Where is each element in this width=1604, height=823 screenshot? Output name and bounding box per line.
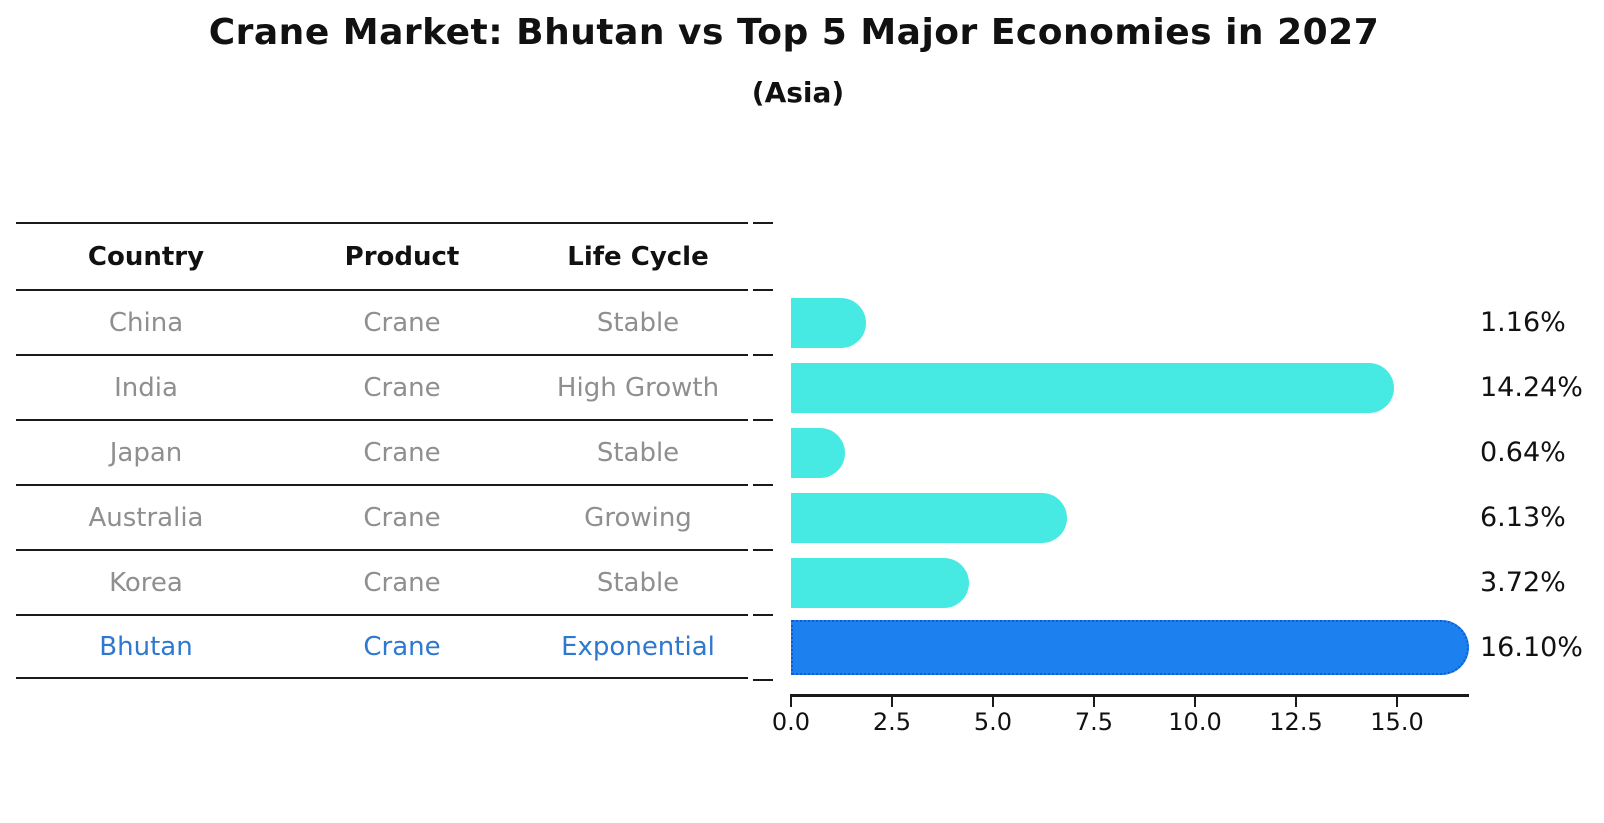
table-row: Korea Crane Stable — [16, 549, 748, 614]
table-header-row: Country Product Life Cycle — [16, 222, 748, 289]
table-header-country: Country — [87, 241, 205, 272]
x-axis-tick — [1396, 696, 1398, 707]
table-cell-country: Japan — [109, 437, 183, 468]
y-axis-tick — [753, 222, 773, 224]
table-cell-country: China — [108, 307, 184, 338]
table-header-product: Product — [344, 241, 460, 272]
value-label-india: 14.24% — [1480, 371, 1583, 403]
x-axis-tick — [891, 696, 893, 707]
table-cell-country: Bhutan — [99, 631, 193, 662]
table-cell-product: Crane — [363, 631, 441, 662]
table-cell-product: Crane — [363, 372, 441, 403]
table-row: Bhutan Crane Exponential — [16, 614, 748, 679]
y-axis-tick — [753, 354, 773, 356]
x-axis-tick-label: 7.5 — [1074, 708, 1114, 736]
table-cell-life-cycle: Stable — [596, 567, 680, 598]
x-axis-tick-label: 5.0 — [973, 708, 1013, 736]
chart-subtitle: (Asia) — [751, 76, 845, 109]
bar-india — [791, 362, 1395, 413]
x-axis-tick-label: 15.0 — [1370, 708, 1424, 736]
table-cell-product: Crane — [363, 437, 441, 468]
x-axis-tick — [992, 696, 994, 707]
table-cell-life-cycle: Exponential — [561, 631, 715, 662]
x-axis-tick-label: 12.5 — [1269, 708, 1323, 736]
y-axis-tick — [753, 419, 773, 421]
bar-australia — [791, 492, 1067, 543]
bar-korea — [791, 557, 970, 608]
x-axis-line — [790, 694, 1469, 697]
x-axis-tick-label: 2.5 — [872, 708, 912, 736]
table-row: India Crane High Growth — [16, 354, 748, 419]
y-axis-tick — [753, 679, 773, 681]
table-cell-country: Korea — [109, 567, 183, 598]
table-cell-product: Crane — [363, 307, 441, 338]
x-axis-tick — [1093, 696, 1095, 707]
table-cell-country: Australia — [88, 502, 204, 533]
x-axis-tick-label: 0.0 — [771, 708, 811, 736]
table-cell-product: Crane — [363, 567, 441, 598]
table-cell-product: Crane — [363, 502, 441, 533]
x-axis-tick — [1295, 696, 1297, 707]
table-cell-life-cycle: High Growth — [556, 372, 720, 403]
value-label-australia: 6.13% — [1480, 501, 1566, 533]
table-cell-life-cycle: Stable — [596, 307, 680, 338]
y-axis-tick — [753, 289, 773, 291]
y-axis-tick — [753, 549, 773, 551]
x-axis-tick-label: 10.0 — [1168, 708, 1222, 736]
x-axis-tick — [790, 696, 792, 707]
value-label-bhutan: 16.10% — [1480, 631, 1583, 663]
chart-title: Crane Market: Bhutan vs Top 5 Major Econ… — [208, 12, 1380, 53]
y-axis-tick — [753, 484, 773, 486]
table-cell-life-cycle: Growing — [584, 502, 692, 533]
table-row: Australia Crane Growing — [16, 484, 748, 549]
value-label-korea: 3.72% — [1480, 566, 1566, 598]
table-cell-country: India — [114, 372, 178, 403]
bar-japan — [791, 427, 845, 478]
value-label-japan: 0.64% — [1480, 436, 1566, 468]
x-axis-tick — [1194, 696, 1196, 707]
bar-bhutan — [791, 620, 1470, 675]
bar-china — [791, 297, 866, 348]
table-header-life-cycle: Life Cycle — [567, 241, 709, 272]
table-cell-life-cycle: Stable — [596, 437, 680, 468]
country-table: Country Product Life Cycle China Crane Sta… — [16, 222, 748, 679]
table-row: Japan Crane Stable — [16, 419, 748, 484]
value-label-china: 1.16% — [1480, 306, 1566, 338]
table-row: China Crane Stable — [16, 289, 748, 354]
y-axis-tick — [753, 614, 773, 616]
